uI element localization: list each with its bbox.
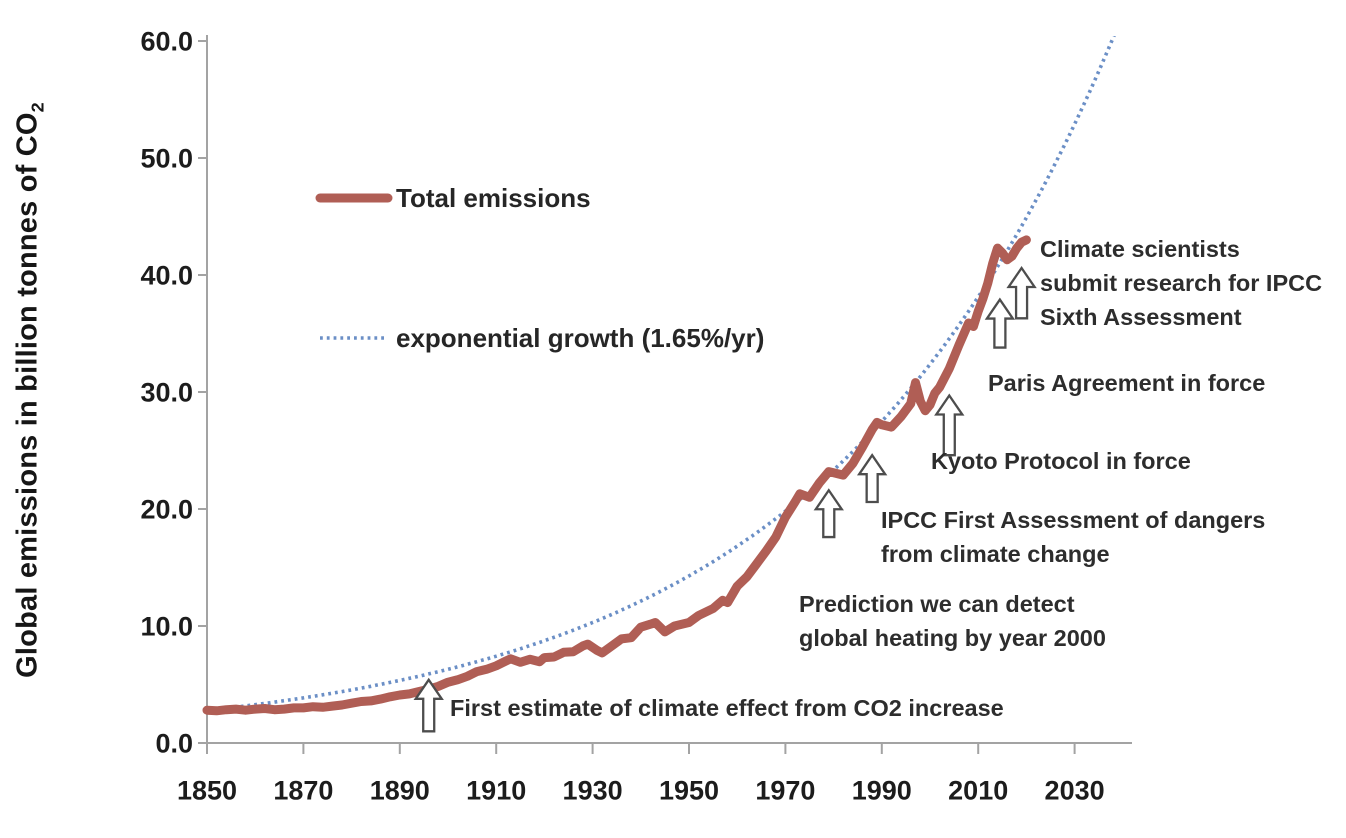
y-tick-label-30.0: 30.0: [140, 377, 193, 407]
annotation-text-ipcc-sixth-assessment-line1: Climate scientists: [1040, 236, 1240, 262]
annotation-arrow-ipcc-first-assessment: [856, 453, 888, 504]
x-tick-label-1910: 1910: [466, 775, 526, 805]
y-tick-label-60.0: 60.0: [140, 26, 193, 56]
legend-label-0: Total emissions: [396, 183, 591, 213]
annotation-text-prediction-detect-2000-line2: global heating by year 2000: [799, 625, 1106, 651]
x-tick-label-1890: 1890: [370, 775, 430, 805]
x-tick-label-1990: 1990: [852, 775, 912, 805]
annotation-arrow-kyoto-protocol: [934, 393, 965, 457]
x-tick-label-2010: 2010: [948, 775, 1008, 805]
annotation-arrow-prediction-detect-2000: [813, 488, 844, 539]
y-tick-label-0.0: 0.0: [155, 728, 193, 758]
total-emissions-line: [202, 235, 1031, 716]
annotation-ipcc-sixth-assessment: Climate scientists submit research for IP…: [1006, 236, 1322, 330]
y-axis-title-text: Global emissions in billion tonnes of CO: [11, 112, 44, 678]
annotation-ipcc-first-assessment: IPCC First Assessment of dangers from cli…: [856, 453, 1265, 567]
annotation-text-prediction-detect-2000-line1: Prediction we can detect: [799, 591, 1075, 617]
annotation-arrow-paris-agreement: [984, 297, 1016, 349]
y-tick-label-40.0: 40.0: [140, 260, 193, 290]
exponential-growth-line: [206, 36, 1116, 713]
annotation-text-ipcc-first-assessment-line2: from climate change: [881, 541, 1110, 567]
x-tick-label-1950: 1950: [659, 775, 719, 805]
x-tick-label-1850: 1850: [177, 775, 237, 805]
annotation-text-ipcc-sixth-assessment-line3: Sixth Assessment: [1040, 304, 1242, 330]
annotation-paris-agreement: Paris Agreement in force: [984, 297, 1265, 396]
annotation-arrow-first-estimate: [413, 677, 444, 733]
legend-label-1: exponential growth (1.65%/yr): [396, 323, 764, 353]
annotation-kyoto-protocol: Kyoto Protocol in force: [931, 393, 1191, 474]
x-tick-label-2030: 2030: [1045, 775, 1105, 805]
annotation-text-ipcc-first-assessment-line1: IPCC First Assessment of dangers: [881, 507, 1265, 533]
annotation-text-kyoto-protocol-line1: Kyoto Protocol in force: [931, 448, 1191, 474]
y-axis-title-subscript: 2: [27, 102, 48, 113]
annotation-first-estimate: First estimate of climate effect from CO…: [413, 677, 1004, 733]
y-axis-title: Global emissions in billion tonnes of CO…: [12, 102, 49, 678]
annotation-text-ipcc-sixth-assessment-line2: submit research for IPCC: [1040, 270, 1322, 296]
y-tick-label-50.0: 50.0: [140, 143, 193, 173]
y-tick-label-10.0: 10.0: [140, 611, 193, 641]
annotation-arrow-ipcc-sixth-assessment: [1006, 265, 1037, 320]
y-tick-label-20.0: 20.0: [140, 494, 193, 524]
annotation-text-paris-agreement-line1: Paris Agreement in force: [988, 370, 1265, 396]
x-tick-label-1870: 1870: [273, 775, 333, 805]
x-tick-label-1970: 1970: [755, 775, 815, 805]
x-tick-label-1930: 1930: [563, 775, 623, 805]
annotation-text-first-estimate-line1: First estimate of climate effect from CO…: [450, 695, 1004, 721]
annotation-prediction-detect-2000: Prediction we can detect global heating b…: [799, 488, 1106, 651]
